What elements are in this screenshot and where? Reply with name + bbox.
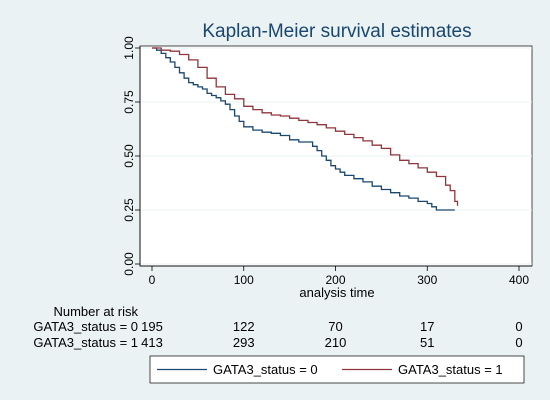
legend-label-1: GATA3_status = 1 (398, 362, 503, 377)
x-tick-label: 400 (509, 273, 529, 287)
risk-count: 413 (141, 335, 163, 350)
survival-curve-1 (152, 47, 459, 206)
x-tick-label: 200 (325, 273, 345, 287)
y-tick-label: 0.75 (122, 90, 136, 114)
x-tick-label: 100 (234, 273, 254, 287)
gridlines (141, 47, 532, 265)
y-tick-label: 0.50 (122, 144, 136, 168)
risk-count: 122 (233, 319, 255, 334)
y-tick-label: 0.25 (122, 198, 136, 222)
risk-count: 293 (233, 335, 255, 350)
risk-row-label: GATA3_status = 0 (33, 319, 138, 334)
chart-title: Kaplan-Meier survival estimates (202, 21, 471, 42)
legend-label-0: GATA3_status = 0 (213, 362, 318, 377)
y-tick-label: 1.00 (122, 36, 136, 60)
risk-count: 195 (141, 319, 163, 334)
risk-count: 70 (328, 319, 342, 334)
risk-count: 17 (420, 319, 434, 334)
risk-count: 0 (515, 335, 522, 350)
risk-table: Number at risk GATA3_status = 0 195 122 70 1… (33, 304, 522, 350)
survival-curves (152, 47, 459, 211)
x-tick-label: 0 (149, 273, 156, 287)
x-axis: 0 100 200 300 400 (140, 265, 532, 287)
x-tick-label: 300 (417, 273, 437, 287)
risk-row-label: GATA3_status = 1 (33, 335, 138, 350)
legend-box (149, 355, 525, 384)
y-tick-label: 0.00 (122, 252, 136, 276)
risk-table-header: Number at risk (53, 304, 138, 319)
survival-curve-0 (152, 47, 455, 211)
risk-count: 51 (420, 335, 434, 350)
risk-count: 210 (325, 335, 347, 350)
y-axis: 0.00 0.25 0.50 0.75 1.00 (122, 36, 141, 276)
legend: GATA3_status = 0 GATA3_status = 1 (149, 355, 525, 384)
risk-count: 0 (515, 319, 522, 334)
x-axis-label: analysis time (299, 285, 374, 300)
